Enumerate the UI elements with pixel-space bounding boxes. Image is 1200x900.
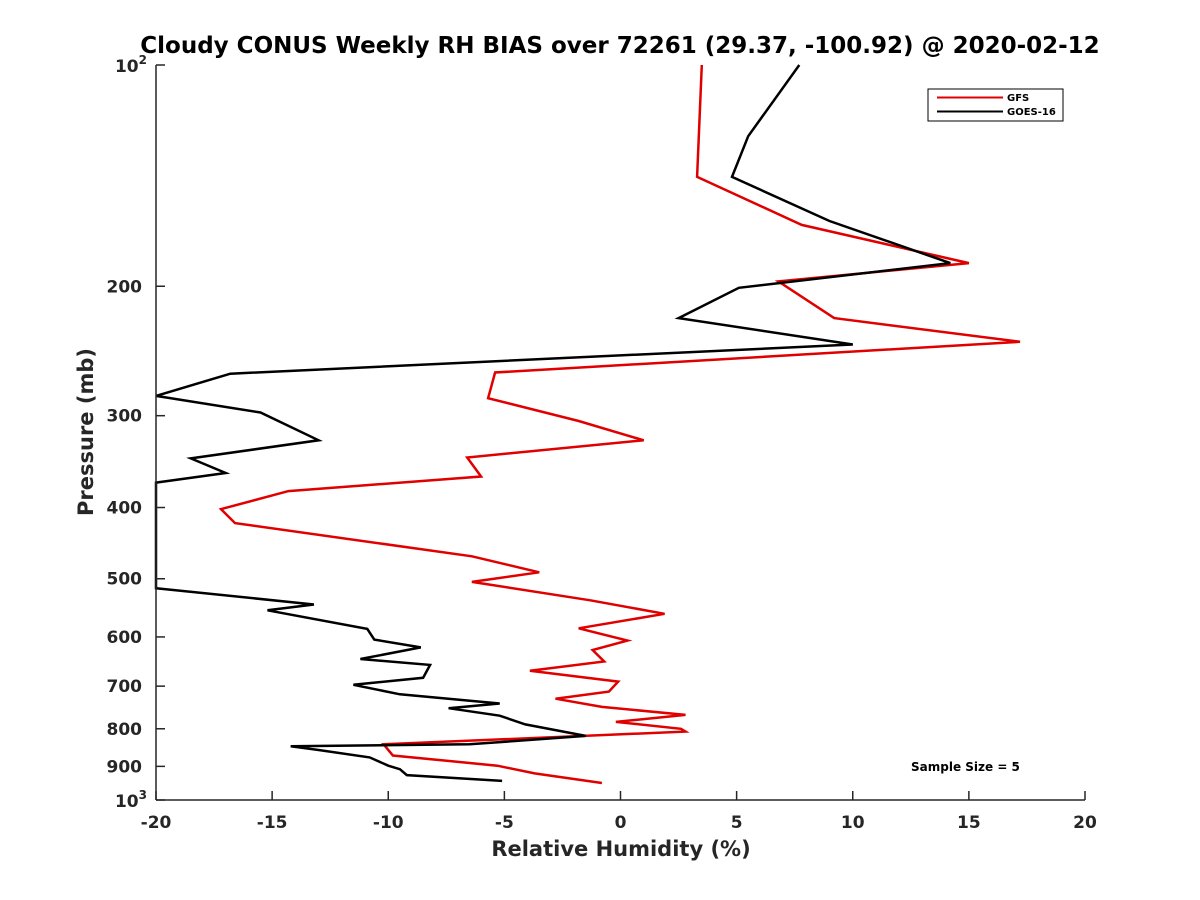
x-tick-label: -10	[373, 813, 404, 833]
x-tick-label: -20	[141, 813, 172, 833]
x-axis-label: Relative Humidity (%)	[491, 837, 750, 861]
y-tick-label: 500	[107, 570, 143, 590]
chart-title: Cloudy CONUS Weekly RH BIAS over 72261 (…	[140, 33, 1099, 59]
y-tick-label: 300	[107, 407, 143, 427]
legend-label-goes16: GOES-16	[1007, 107, 1056, 118]
y-tick-label: 700	[107, 677, 143, 697]
series-line-gfs	[218, 64, 1021, 785]
legend-label-gfs: GFS	[1007, 93, 1029, 104]
sample-size-annotation: Sample Size = 5	[911, 760, 1020, 774]
y-tick-label: 102	[115, 53, 147, 77]
x-tick-label: 0	[615, 813, 627, 833]
x-tick-label: 5	[731, 813, 743, 833]
x-tick-label: 20	[1073, 813, 1097, 833]
x-tick-label: 15	[957, 813, 981, 833]
x-tick-label: -15	[257, 813, 288, 833]
x-tick-label: -5	[495, 813, 514, 833]
y-tick-label: 400	[107, 499, 143, 519]
y-tick-label: 200	[107, 277, 143, 297]
y-tick-label: 800	[107, 720, 143, 740]
y-axis-label: Pressure (mb)	[74, 348, 98, 516]
x-tick-label: 10	[841, 813, 865, 833]
series-line-goes16	[154, 64, 951, 783]
legend-box	[927, 88, 1064, 122]
y-tick-label: 600	[107, 628, 143, 648]
y-tick-label: 900	[107, 757, 143, 777]
y-tick-label: 103	[115, 788, 147, 812]
